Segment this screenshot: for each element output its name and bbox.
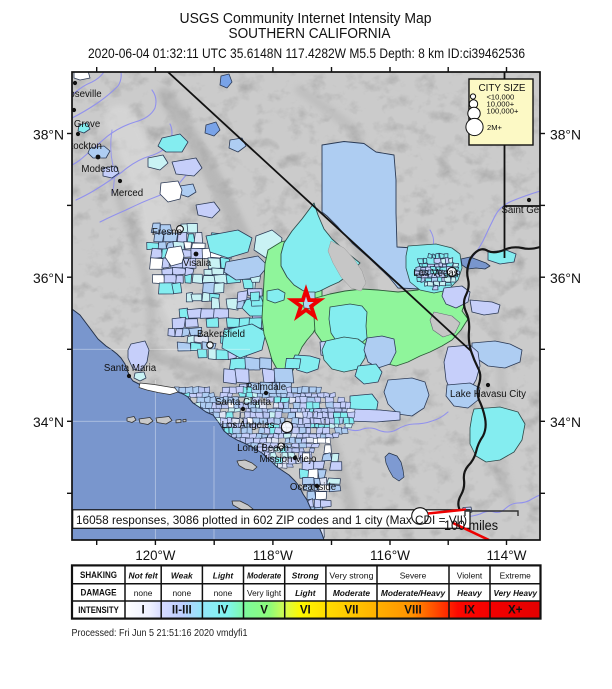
- svg-text:Mission Viejo: Mission Viejo: [260, 454, 317, 465]
- svg-text:Light: Light: [295, 588, 317, 598]
- svg-text:38°N: 38°N: [550, 127, 581, 143]
- svg-text:Moderate/Heavy: Moderate/Heavy: [381, 588, 446, 598]
- svg-text:100,000+: 100,000+: [487, 107, 519, 116]
- svg-text:DAMAGE: DAMAGE: [81, 588, 117, 598]
- svg-text:Light: Light: [213, 570, 235, 580]
- svg-text:10,000+: 10,000+: [487, 100, 515, 109]
- svg-text:X+: X+: [508, 604, 523, 617]
- svg-text:Heavy: Heavy: [457, 588, 482, 598]
- svg-text:<10,000: <10,000: [487, 93, 515, 102]
- svg-text:Fresno: Fresno: [152, 227, 182, 238]
- svg-text:Moderate: Moderate: [333, 588, 371, 598]
- svg-text:Extreme: Extreme: [500, 570, 532, 580]
- svg-text:Not felt: Not felt: [129, 570, 159, 580]
- svg-text:Modesto: Modesto: [81, 164, 118, 175]
- svg-text:Processed: Fri Jun 5 21:51:16: Processed: Fri Jun 5 21:51:16 2020 vmdyf…: [72, 627, 248, 639]
- svg-text:none: none: [214, 588, 233, 598]
- svg-text:Palmdale: Palmdale: [246, 382, 286, 393]
- svg-text:Merced: Merced: [111, 188, 143, 199]
- svg-text:Long Beach: Long Beach: [237, 443, 289, 454]
- svg-text:none: none: [134, 588, 153, 598]
- svg-text:Very strong: Very strong: [329, 570, 373, 580]
- svg-text:Strong: Strong: [292, 570, 319, 580]
- svg-text:Elk Grove: Elk Grove: [58, 119, 101, 130]
- svg-text:VI: VI: [300, 604, 311, 617]
- svg-text:16058 responses, 3086 plotted: 16058 responses, 3086 plotted in 602 ZIP…: [76, 513, 467, 527]
- svg-text:34°N: 34°N: [33, 415, 64, 431]
- svg-text:Moderate: Moderate: [247, 570, 282, 580]
- svg-text:Santa Clarita: Santa Clarita: [215, 397, 272, 408]
- svg-text:Very Heavy: Very Heavy: [494, 588, 538, 598]
- svg-text:Oceanside: Oceanside: [290, 482, 336, 493]
- svg-text:Violent: Violent: [457, 570, 483, 580]
- svg-text:114°W: 114°W: [487, 548, 528, 564]
- svg-text:SHAKING: SHAKING: [80, 570, 117, 580]
- svg-text:Las Vegas: Las Vegas: [413, 268, 458, 279]
- svg-text:V: V: [260, 604, 268, 617]
- svg-text:36°N: 36°N: [550, 271, 581, 287]
- svg-text:116°W: 116°W: [370, 548, 411, 564]
- svg-text:INTENSITY: INTENSITY: [78, 605, 119, 615]
- svg-text:CITY SIZE: CITY SIZE: [479, 83, 526, 94]
- svg-text:Santa Maria: Santa Maria: [104, 363, 157, 374]
- svg-text:120°W: 120°W: [135, 548, 176, 564]
- svg-text:Bakersfield: Bakersfield: [197, 329, 245, 340]
- svg-text:Severe: Severe: [400, 570, 427, 580]
- svg-text:SOUTHERN CALIFORNIA: SOUTHERN CALIFORNIA: [229, 26, 391, 42]
- svg-text:36°N: 36°N: [33, 271, 64, 287]
- svg-text:Lake Havasu City: Lake Havasu City: [450, 389, 526, 400]
- svg-text:Very light: Very light: [247, 588, 282, 598]
- svg-text:VIII: VIII: [404, 604, 421, 617]
- svg-text:118°W: 118°W: [253, 548, 294, 564]
- svg-text:2020-06-04 01:32:11 UTC 35.614: 2020-06-04 01:32:11 UTC 35.6148N 117.428…: [88, 45, 525, 61]
- svg-text:Stockton: Stockton: [64, 141, 102, 152]
- svg-text:Visalia: Visalia: [183, 258, 212, 269]
- svg-text:2M+: 2M+: [487, 123, 503, 132]
- svg-text:Saint George: Saint George: [501, 205, 558, 216]
- svg-text:USGS Community Internet Intens: USGS Community Internet Intensity Map: [180, 10, 432, 27]
- svg-text:Roseville: Roseville: [62, 89, 101, 100]
- svg-text:Weak: Weak: [171, 570, 193, 580]
- svg-text:VII: VII: [344, 604, 358, 617]
- svg-text:IV: IV: [217, 604, 228, 617]
- svg-text:Los Angeles: Los Angeles: [222, 420, 275, 431]
- svg-text:II-III: II-III: [172, 604, 192, 617]
- svg-text:100 miles: 100 miles: [444, 518, 498, 533]
- svg-text:none: none: [172, 588, 191, 598]
- svg-text:34°N: 34°N: [550, 415, 581, 431]
- svg-text:IX: IX: [464, 604, 475, 617]
- svg-text:I: I: [141, 604, 144, 617]
- svg-text:38°N: 38°N: [33, 127, 64, 143]
